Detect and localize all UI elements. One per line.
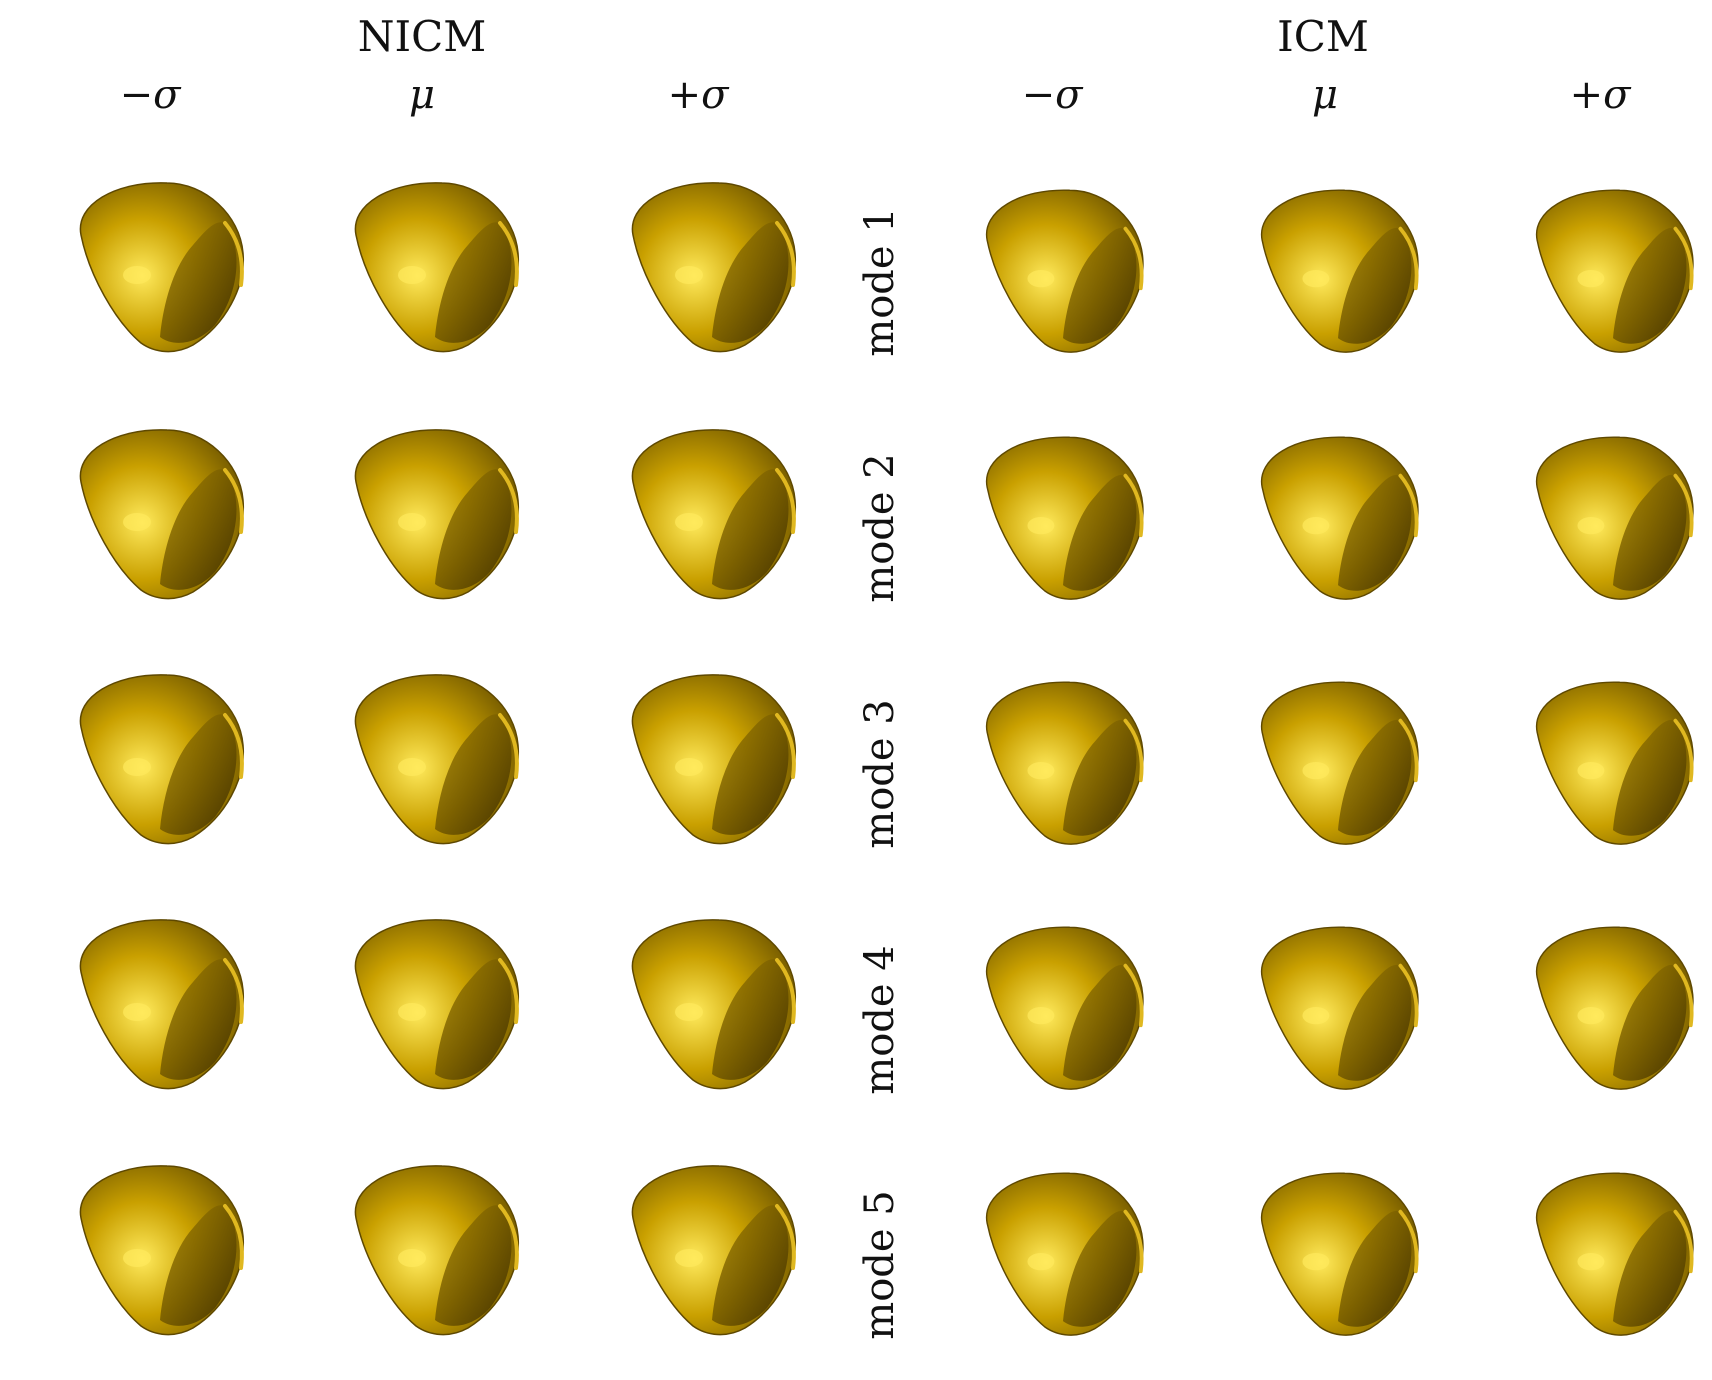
ventricle-shape-row3-col5-icon	[1260, 681, 1419, 845]
ventricle-shape-row5-col6-icon	[1535, 1172, 1694, 1336]
ventricle-shape-row2-col6-icon	[1535, 436, 1694, 600]
ventricle-shape-row1-col1-icon	[79, 182, 244, 353]
ventricle-shape-row4-col2-icon	[354, 919, 519, 1090]
ventricle-shape-row3-col3-icon	[631, 674, 796, 845]
ventricle-shape-row4-col3-icon	[631, 919, 796, 1090]
group-title-icm: ICM	[1277, 12, 1369, 61]
ventricle-shape-row1-col5-icon	[1260, 189, 1419, 353]
ventricle-shape-row3-col4-icon	[985, 681, 1144, 845]
ventricle-shape-row1-col4-icon	[985, 189, 1144, 353]
ventricle-shape-row5-col4-icon	[985, 1172, 1144, 1336]
group-title-nicm: NICM	[357, 12, 487, 61]
ventricle-shape-row4-col4-icon	[985, 926, 1144, 1090]
ventricle-shape-row2-col4-icon	[985, 436, 1144, 600]
mode-label-5: mode 5	[857, 1190, 903, 1340]
ventricle-shape-row3-col1-icon	[79, 674, 244, 845]
ventricle-shape-row1-col3-icon	[631, 182, 796, 353]
mode-label-2: mode 2	[857, 453, 903, 603]
ventricle-shape-row3-col2-icon	[354, 674, 519, 845]
ventricle-shape-row4-col1-icon	[79, 919, 244, 1090]
ventricle-shape-row1-col2-icon	[354, 182, 519, 353]
col-header-icm-minus-sigma: −σ	[1021, 72, 1083, 118]
mode-label-1: mode 1	[857, 207, 903, 357]
ventricle-shape-row2-col2-icon	[354, 429, 519, 600]
col-header-icm-plus-sigma: +σ	[1569, 72, 1631, 118]
mode-label-4: mode 4	[857, 945, 903, 1095]
mode-label-3: mode 3	[857, 699, 903, 849]
ventricle-shape-row2-col5-icon	[1260, 436, 1419, 600]
ventricle-shape-row4-col6-icon	[1535, 926, 1694, 1090]
ventricle-shape-row3-col6-icon	[1535, 681, 1694, 845]
ventricle-shape-row1-col6-icon	[1535, 189, 1694, 353]
ventricle-shape-row5-col5-icon	[1260, 1172, 1419, 1336]
col-header-nicm-plus-sigma: +σ	[667, 72, 729, 118]
col-header-nicm-minus-sigma: −σ	[119, 72, 181, 118]
col-header-icm-mu: μ	[1312, 72, 1338, 118]
col-header-nicm-mu: μ	[409, 72, 435, 118]
ventricle-shape-row4-col5-icon	[1260, 926, 1419, 1090]
ventricle-shape-row5-col1-icon	[79, 1165, 244, 1336]
ventricle-shape-row2-col1-icon	[79, 429, 244, 600]
ventricle-shape-row5-col3-icon	[631, 1165, 796, 1336]
ventricle-shape-row2-col3-icon	[631, 429, 796, 600]
ventricle-shape-row5-col2-icon	[354, 1165, 519, 1336]
